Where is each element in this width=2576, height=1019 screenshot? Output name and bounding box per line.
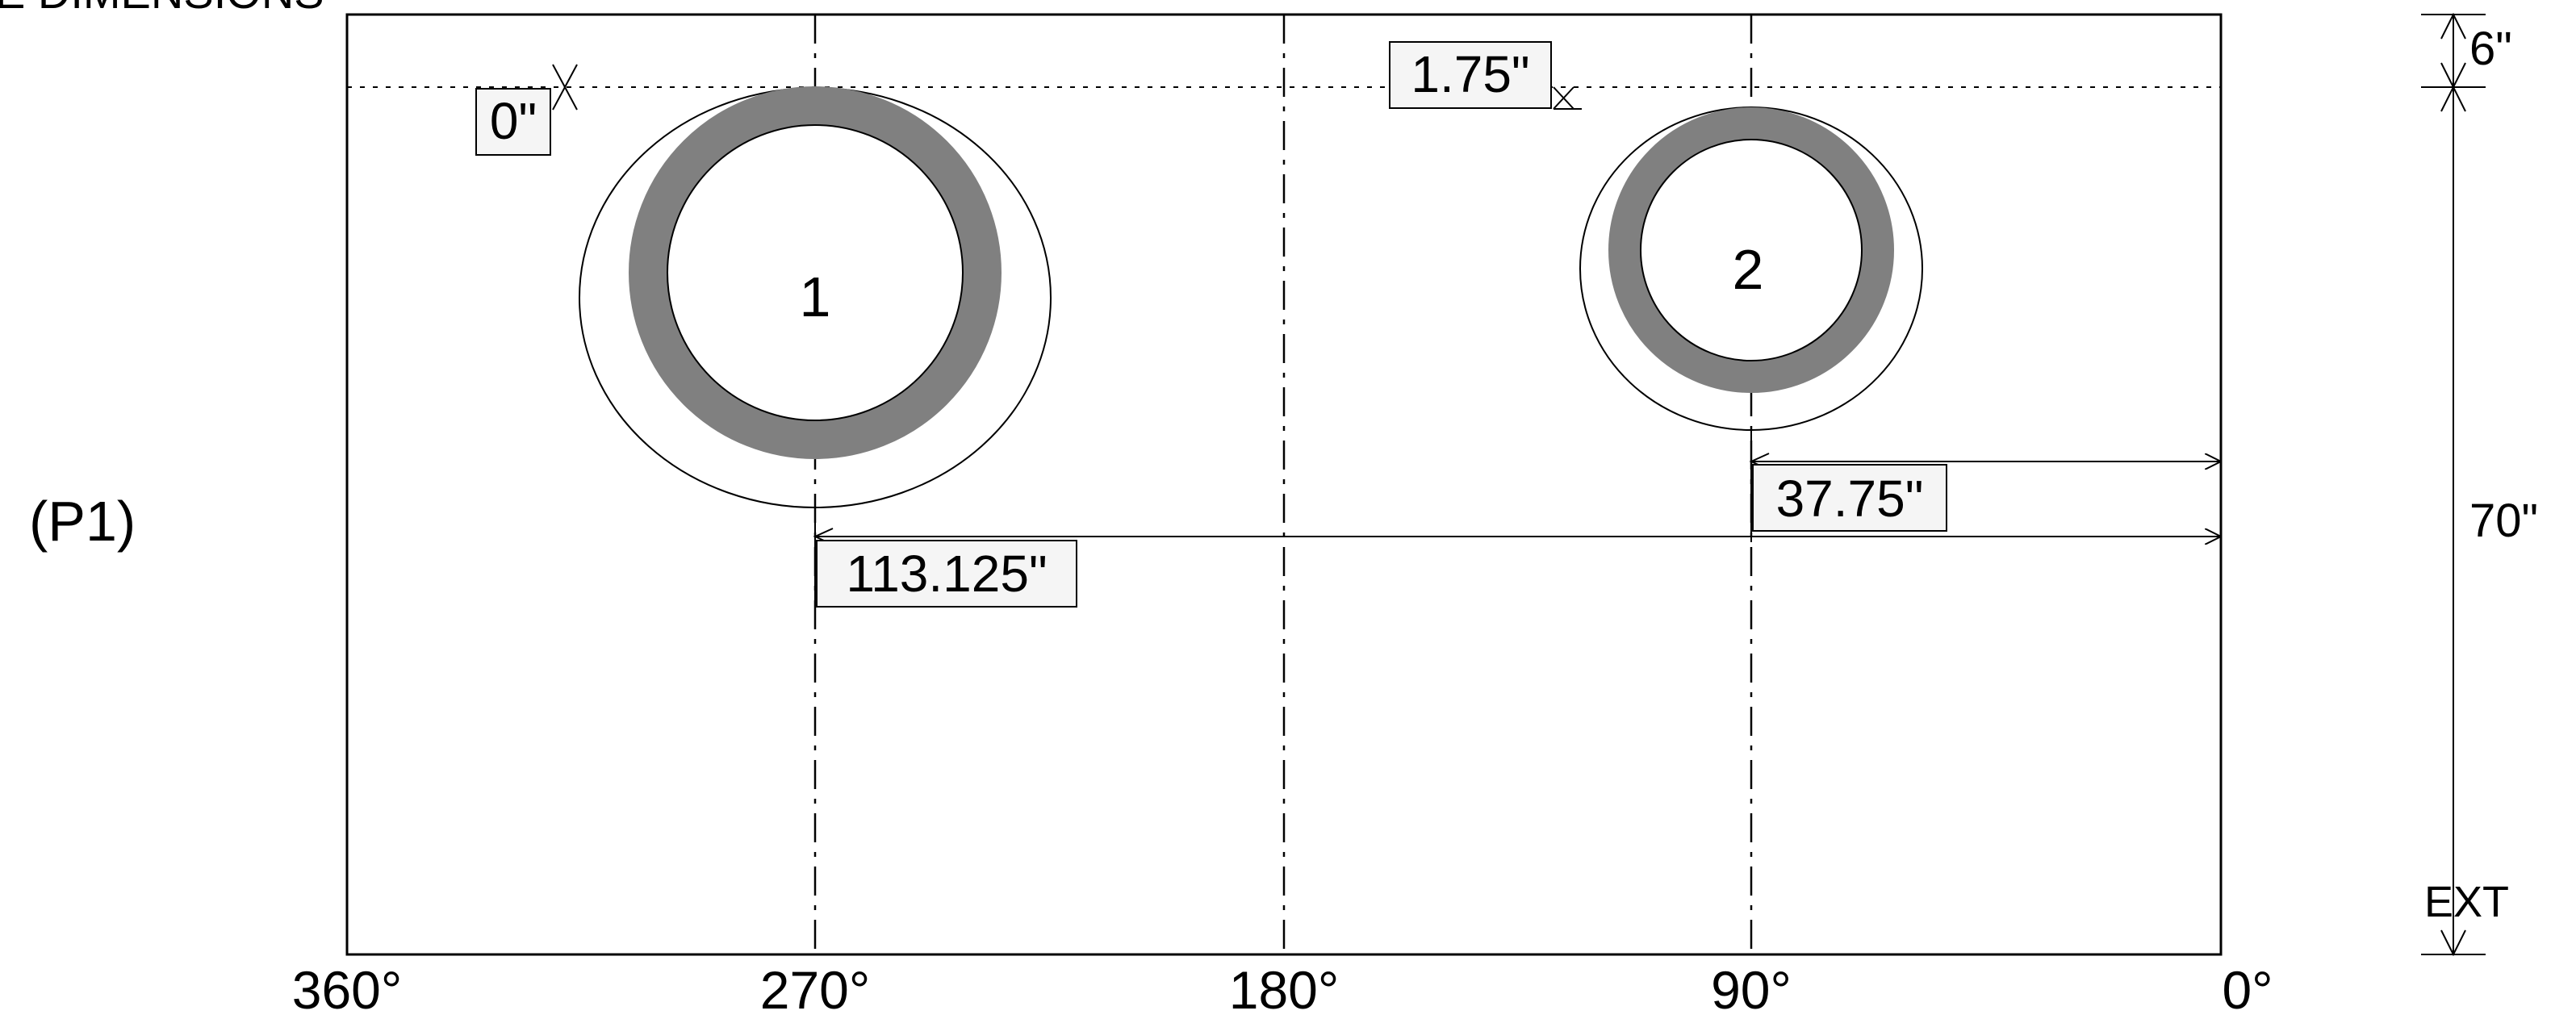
- dim-hole1-zero-label: 113.125": [846, 545, 1047, 603]
- hole-2-inner-edge: [1640, 139, 1863, 361]
- dim-hole1-from-top: 0": [475, 64, 578, 156]
- angle-label-90: 90°: [1711, 960, 1792, 1019]
- dim-label-box: [475, 88, 551, 156]
- dim-top-offset-label: 6": [2469, 23, 2512, 75]
- dim-total-height-label: 70": [2469, 495, 2538, 547]
- angle-label-360: 360°: [292, 960, 403, 1019]
- dim-label-box: [1389, 41, 1552, 109]
- dim-hole2-top-label: 1.75": [1411, 45, 1529, 103]
- hole-1[interactable]: 1: [579, 86, 1052, 508]
- vertical-dimension: 6" 70" EXT: [2421, 12, 2538, 957]
- header-title: E DIMENSIONS: [0, 0, 324, 18]
- plate-label: (P1): [29, 490, 136, 553]
- dim-hole1-from-zero: 113.125": [813, 507, 2221, 613]
- angle-label-270: 270°: [760, 960, 871, 1019]
- dim-hole2-from-top: 1.75": [1389, 41, 1582, 110]
- hole-2-number: 2: [1733, 238, 1764, 301]
- hole-2[interactable]: 2: [1579, 106, 1923, 431]
- hole-1-ring: [629, 86, 1002, 459]
- hole-1-inner-edge: [667, 124, 964, 421]
- dim-hole2-zero-label: 37.75": [1776, 470, 1924, 528]
- dim-label-box: [816, 540, 1077, 608]
- hole-2-ring: [1608, 107, 1894, 393]
- angle-label-180: 180°: [1229, 960, 1340, 1019]
- ext-label: EXT: [2424, 878, 2509, 926]
- hole-1-number: 1: [800, 265, 831, 328]
- dim-hole1-top-label: 0": [490, 92, 537, 150]
- dim-label-box: [1752, 464, 1947, 532]
- dim-hole2-from-zero: 37.75": [1749, 430, 2221, 542]
- angle-label-0: 0°: [2222, 960, 2273, 1019]
- angle-axis: 360° 270° 180° 90° 0°: [292, 960, 2273, 1019]
